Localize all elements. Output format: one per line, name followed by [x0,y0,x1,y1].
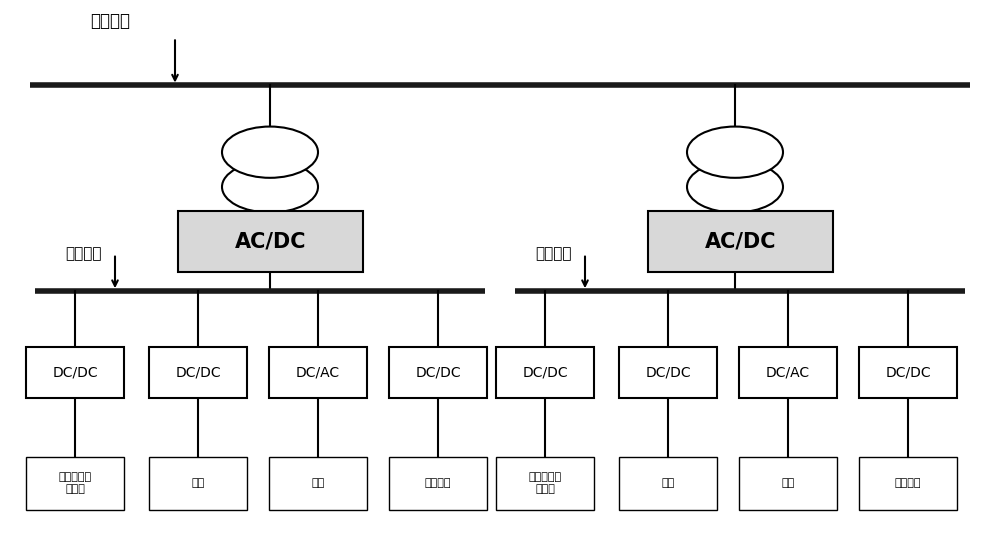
Text: AC/DC: AC/DC [235,232,306,252]
Text: DC/DC: DC/DC [645,365,691,380]
Text: 负荷: 负荷 [191,478,205,488]
Circle shape [222,161,318,213]
Text: DC/AC: DC/AC [766,365,810,380]
FancyBboxPatch shape [269,457,367,510]
Text: DC/DC: DC/DC [52,365,98,380]
FancyBboxPatch shape [739,457,837,510]
Text: 负荷: 负荷 [311,478,325,488]
FancyBboxPatch shape [859,347,957,398]
FancyBboxPatch shape [859,457,957,510]
Text: DC/DC: DC/DC [415,365,461,380]
Text: 负荷: 负荷 [781,478,795,488]
FancyBboxPatch shape [26,457,124,510]
FancyBboxPatch shape [389,457,487,510]
Text: 储能元件: 储能元件 [425,478,451,488]
Text: DC/DC: DC/DC [885,365,931,380]
Circle shape [687,161,783,213]
FancyBboxPatch shape [269,347,367,398]
Text: DC/DC: DC/DC [522,365,568,380]
Text: DC/AC: DC/AC [296,365,340,380]
FancyBboxPatch shape [496,347,594,398]
Text: DC/DC: DC/DC [175,365,221,380]
Text: 直流母线: 直流母线 [65,246,102,261]
Text: 光伏太阳能
电池板: 光伏太阳能 电池板 [58,473,92,494]
FancyBboxPatch shape [648,211,833,272]
Text: AC/DC: AC/DC [705,232,776,252]
Text: 光伏太阳能
电池板: 光伏太阳能 电池板 [528,473,562,494]
FancyBboxPatch shape [149,457,247,510]
FancyBboxPatch shape [389,347,487,398]
FancyBboxPatch shape [739,347,837,398]
FancyBboxPatch shape [496,457,594,510]
Text: 负荷: 负荷 [661,478,675,488]
Text: 交流母线: 交流母线 [90,12,130,30]
FancyBboxPatch shape [149,347,247,398]
Circle shape [687,127,783,178]
FancyBboxPatch shape [26,347,124,398]
Circle shape [222,127,318,178]
FancyBboxPatch shape [619,347,717,398]
Text: 储能元件: 储能元件 [895,478,921,488]
Text: 直流母线: 直流母线 [535,246,572,261]
FancyBboxPatch shape [619,457,717,510]
FancyBboxPatch shape [178,211,363,272]
